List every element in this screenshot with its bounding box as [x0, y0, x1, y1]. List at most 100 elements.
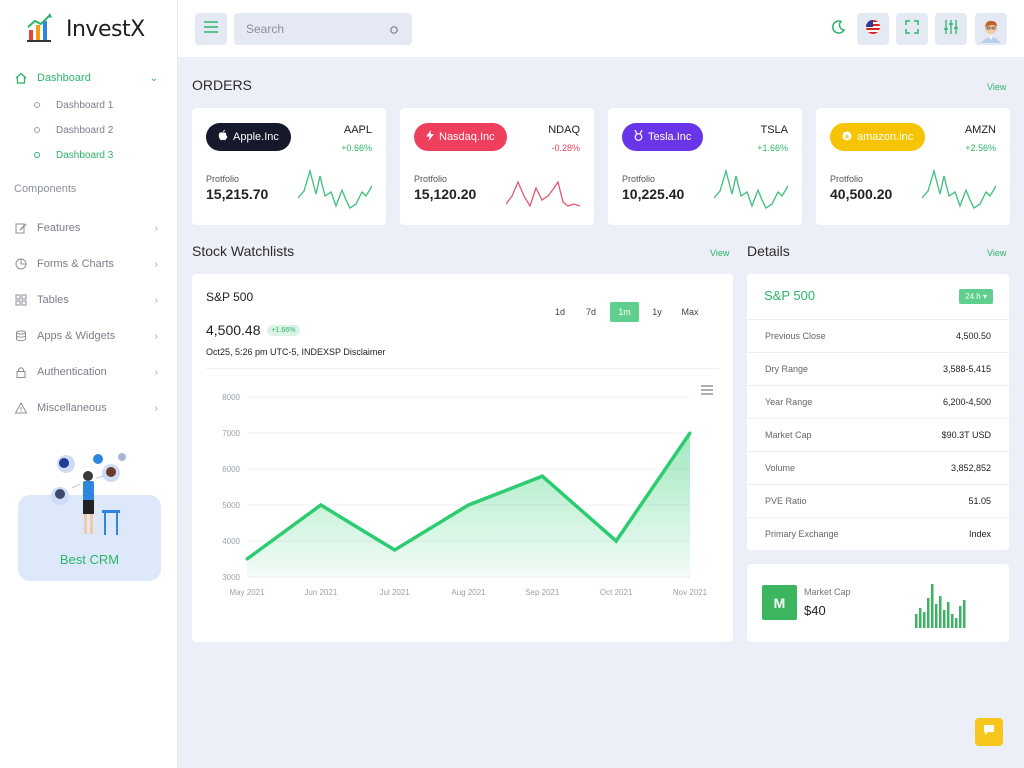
order-card-amzn[interactable]: a amazon.inc AMZN +2.56% Protfolio 40,50…: [816, 108, 1010, 225]
sidebar-item-apps-widgets[interactable]: Apps & Widgets ›: [14, 325, 164, 347]
company-name: amazon.inc: [857, 131, 914, 143]
company-pill: Tesla.Inc: [622, 123, 704, 151]
fullscreen-button[interactable]: [896, 13, 928, 45]
sidebar-item-tables[interactable]: Tables ›: [14, 289, 164, 311]
data-point[interactable]: [319, 503, 323, 507]
detail-value: Index: [968, 529, 991, 539]
chevron-right-icon: ›: [154, 366, 158, 378]
detail-key: Market Cap: [765, 430, 812, 440]
range-1y-button[interactable]: 1y: [652, 307, 662, 317]
expand-icon: [905, 19, 919, 39]
sidebar-item-label: Features: [37, 222, 81, 234]
order-card-ndaq[interactable]: Nasdaq.Inc NDAQ -0.28% Protfolio 15,120.…: [400, 108, 594, 225]
detail-row-market-cap: Market Cap $90.3T USD: [747, 419, 1009, 452]
sidebar-item-dashboard[interactable]: Dashboard ⌄: [14, 67, 164, 89]
y-tick-label: 5000: [222, 501, 240, 510]
index-timestamp: Oct25, 5:26 pm UTC-5, INDEXSP Disclaimer: [206, 347, 386, 357]
portfolio-label: Protfolio: [414, 174, 448, 184]
range-7d-button[interactable]: 7d: [585, 307, 596, 317]
data-point[interactable]: [688, 431, 692, 435]
avatar[interactable]: [975, 13, 1007, 45]
change-percent: +1.66%: [757, 143, 788, 153]
index-name: S&P 500: [206, 290, 254, 304]
sidebar-item-features[interactable]: Features ›: [14, 217, 164, 239]
order-card-aapl[interactable]: Apple.Inc AAPL +0.66% Protfolio 15,215.7…: [192, 108, 386, 225]
details-header: S&P 500 24 h ▾: [747, 274, 1009, 320]
subitem-label: Dashboard 3: [56, 149, 114, 161]
detail-value: 3,852,852: [950, 463, 991, 473]
portfolio-label: Protfolio: [622, 174, 656, 184]
portfolio-label: Protfolio: [206, 174, 240, 184]
sparkline: [506, 180, 580, 208]
amazon-icon: a: [842, 131, 852, 144]
detail-value: 3,588-5,415: [942, 364, 991, 374]
detail-row-primary-exchange: Primary Exchange Index: [747, 518, 1009, 551]
range-1m-button[interactable]: 1m: [610, 302, 639, 322]
subitem-label: Dashboard 1: [56, 99, 114, 111]
logo-icon: [26, 12, 54, 47]
floating-action-button[interactable]: [975, 718, 1003, 746]
market-cap-label: Market Cap: [804, 587, 851, 597]
sidebar-item-label: Apps & Widgets: [37, 330, 116, 342]
company-name: Nasdaq.Inc: [439, 131, 495, 143]
sidebar-subitem-dashboard-3[interactable]: Dashboard 3: [34, 147, 113, 163]
details-view-link[interactable]: View: [987, 248, 1007, 258]
sidebar-item-miscellaneous[interactable]: Miscellaneous ›: [14, 397, 164, 419]
y-tick-label: 8000: [222, 393, 240, 402]
brand[interactable]: InvestX: [26, 12, 145, 46]
market-cap-card[interactable]: M Market Cap $40: [747, 564, 1009, 642]
x-tick-label: Oct 2021: [600, 588, 633, 597]
sidebar-item-forms-charts[interactable]: Forms & Charts ›: [14, 253, 164, 275]
x-tick-label: Jun 2021: [304, 588, 337, 597]
sidebar-item-authentication[interactable]: Authentication ›: [14, 361, 164, 383]
settings-button[interactable]: [935, 13, 967, 45]
language-selector[interactable]: [857, 13, 889, 45]
sidebar-subitem-dashboard-1[interactable]: Dashboard 1: [34, 97, 113, 113]
portfolio-value: 15,120.20: [414, 186, 477, 202]
market-cap-badge: M: [762, 585, 797, 620]
menu-toggle-button[interactable]: [195, 13, 227, 45]
sidebar-subitem-dashboard-2[interactable]: Dashboard 2: [34, 122, 113, 138]
search-icon[interactable]: [389, 23, 400, 41]
detail-row-dry-range: Dry Range 3,588-5,415: [747, 353, 1009, 386]
index-price-row: 4,500.48 +1.66%: [206, 322, 301, 338]
range-max-button[interactable]: Max: [681, 307, 699, 317]
x-tick-label: Jul 2021: [380, 588, 411, 597]
brand-name: InvestX: [66, 16, 145, 42]
ticker: NDAQ: [548, 124, 580, 136]
warning-icon: [14, 401, 28, 415]
promo-label: Best CRM: [59, 552, 120, 567]
range-1d-button[interactable]: 1d: [554, 307, 565, 317]
orders-view-link[interactable]: View: [987, 82, 1007, 92]
period-dropdown[interactable]: 24 h ▾: [959, 289, 993, 304]
search-box: [234, 13, 412, 45]
lock-icon: [14, 365, 28, 379]
x-tick-label: Sep 2021: [525, 588, 560, 597]
subitem-label: Dashboard 2: [56, 124, 114, 136]
chevron-right-icon: ›: [154, 294, 158, 306]
detail-value: 4,500.50: [955, 331, 991, 341]
data-point[interactable]: [540, 474, 544, 478]
detail-key: PVE Ratio: [765, 496, 807, 506]
watchlist-title: Stock Watchlists: [192, 243, 295, 259]
portfolio-value: 10,225.40: [622, 186, 685, 202]
watchlist-view-link[interactable]: View: [710, 248, 730, 258]
order-card-tsla[interactable]: Tesla.Inc TSLA +1.66% Protfolio 10,225.4…: [608, 108, 802, 225]
us-flag-icon: [865, 19, 881, 40]
chart-menu-icon[interactable]: [701, 382, 713, 400]
data-point[interactable]: [467, 503, 470, 507]
sidebar-item-label: Authentication: [37, 366, 107, 378]
crm-illustration: [36, 448, 146, 544]
chevron-right-icon: ›: [154, 402, 158, 414]
ticker: AMZN: [964, 124, 996, 136]
dark-mode-toggle[interactable]: [822, 13, 854, 45]
data-point[interactable]: [245, 557, 249, 561]
data-point[interactable]: [393, 548, 397, 552]
chevron-right-icon: ›: [154, 222, 158, 234]
hamburger-icon: [204, 20, 218, 38]
search-input[interactable]: [246, 22, 386, 36]
data-point[interactable]: [614, 539, 618, 543]
components-heading: Components: [14, 183, 77, 195]
company-name: Apple.Inc: [233, 131, 279, 143]
period-label: 24 h: [965, 292, 981, 301]
